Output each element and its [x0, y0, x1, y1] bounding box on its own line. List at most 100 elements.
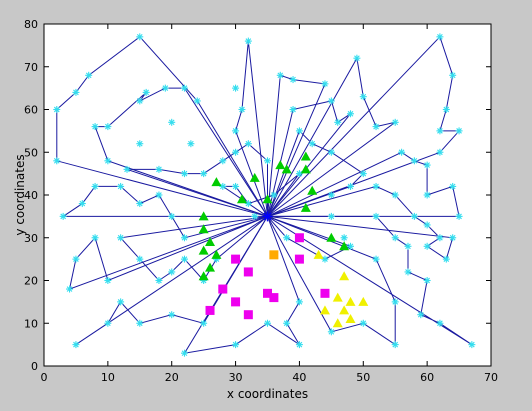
customer-point	[72, 255, 80, 263]
customer-point	[232, 148, 240, 156]
customer-point	[91, 182, 99, 190]
customer-point	[276, 71, 284, 79]
customer-point	[347, 110, 355, 118]
green-triangle-point	[326, 232, 337, 242]
route-line	[267, 215, 473, 346]
x-tick-label: 30	[229, 371, 243, 384]
customer-point	[327, 97, 335, 105]
customer-point	[91, 123, 99, 131]
customer-point	[136, 200, 144, 208]
yellow-triangle-point	[332, 292, 343, 302]
customer-point	[391, 341, 399, 349]
customer-point	[436, 33, 444, 41]
yellow-triangle-point	[345, 296, 356, 306]
customer-point	[353, 54, 361, 62]
green-triangle-point	[211, 177, 222, 187]
route-line	[183, 216, 300, 354]
yellow-triangle-point	[358, 296, 369, 306]
green-triangle-point	[198, 224, 209, 234]
customer-point	[295, 298, 303, 306]
magenta-square-point	[231, 297, 241, 307]
customer-point	[232, 84, 240, 92]
green-triangle-point	[249, 172, 260, 182]
customer-point	[244, 200, 252, 208]
customer-point	[423, 242, 431, 250]
route-line	[75, 215, 268, 346]
customer-point	[168, 311, 176, 319]
x-tick-label: 20	[165, 371, 179, 384]
customer-point	[123, 165, 131, 173]
customer-point	[449, 234, 457, 242]
customer-point	[404, 268, 412, 276]
customer-point	[251, 212, 259, 220]
green-triangle-point	[281, 164, 292, 174]
x-tick-label: 40	[292, 371, 306, 384]
customer-point	[136, 319, 144, 327]
y-tick-label: 40	[24, 189, 38, 202]
customer-point	[372, 212, 380, 220]
yellow-triangle-point	[332, 318, 343, 328]
customer-point	[72, 88, 80, 96]
x-tick-label: 10	[101, 371, 115, 384]
y-axis-ticks: 0 10 20 30 40 50 60 70 80	[24, 18, 491, 373]
customer-point	[359, 93, 367, 101]
customer-point	[442, 106, 450, 113]
green-triangle-point	[300, 164, 311, 174]
y-tick-label: 80	[24, 18, 38, 31]
customer-point	[442, 255, 450, 263]
customer-point	[308, 140, 316, 148]
route-line	[56, 36, 268, 217]
customer-point	[391, 191, 399, 199]
magenta-square-point	[231, 254, 241, 264]
y-tick-label: 50	[24, 146, 38, 159]
y-tick-label: 10	[24, 317, 38, 330]
customer-point	[104, 277, 112, 284]
points-layer	[53, 33, 476, 357]
customer-point	[72, 341, 80, 349]
customer-point	[117, 298, 125, 306]
customer-point	[449, 71, 457, 79]
customer-point	[53, 106, 61, 113]
green-triangle-point	[211, 249, 222, 259]
customer-point	[238, 106, 246, 113]
y-tick-label: 20	[24, 275, 38, 288]
customer-point	[78, 200, 86, 208]
customer-point	[455, 212, 463, 220]
customer-point	[155, 165, 163, 173]
customer-point	[142, 88, 150, 96]
route-line	[267, 35, 461, 217]
customer-point	[104, 157, 112, 165]
customer-point	[232, 341, 240, 349]
customer-point	[423, 277, 431, 284]
customer-point	[283, 319, 291, 327]
customer-point	[117, 234, 125, 242]
customer-point	[104, 319, 112, 327]
customer-point	[104, 123, 112, 131]
y-tick-label: 0	[31, 360, 38, 373]
customer-point	[200, 170, 208, 178]
green-triangle-point	[198, 245, 209, 255]
magenta-square-point	[218, 284, 228, 294]
customer-point	[66, 285, 74, 293]
customer-point	[180, 84, 188, 92]
customer-point	[410, 157, 418, 165]
customer-point	[85, 71, 93, 79]
customer-point	[193, 97, 201, 105]
customer-point	[372, 123, 380, 131]
customer-point	[264, 319, 271, 327]
customer-point	[340, 234, 348, 242]
y-tick-label: 30	[24, 232, 38, 245]
customer-point	[423, 221, 431, 229]
customer-point	[180, 170, 188, 178]
yellow-triangle-point	[345, 313, 356, 323]
customer-point	[404, 242, 412, 250]
customer-point	[359, 319, 367, 327]
route-line	[61, 185, 268, 239]
customer-point	[295, 341, 303, 349]
customer-point	[289, 106, 297, 113]
customer-point	[168, 212, 176, 220]
x-axis-ticks: 0 10 20 30 40 50 60 70	[41, 24, 498, 384]
customer-point	[449, 182, 457, 190]
green-triangle-point	[300, 151, 311, 161]
